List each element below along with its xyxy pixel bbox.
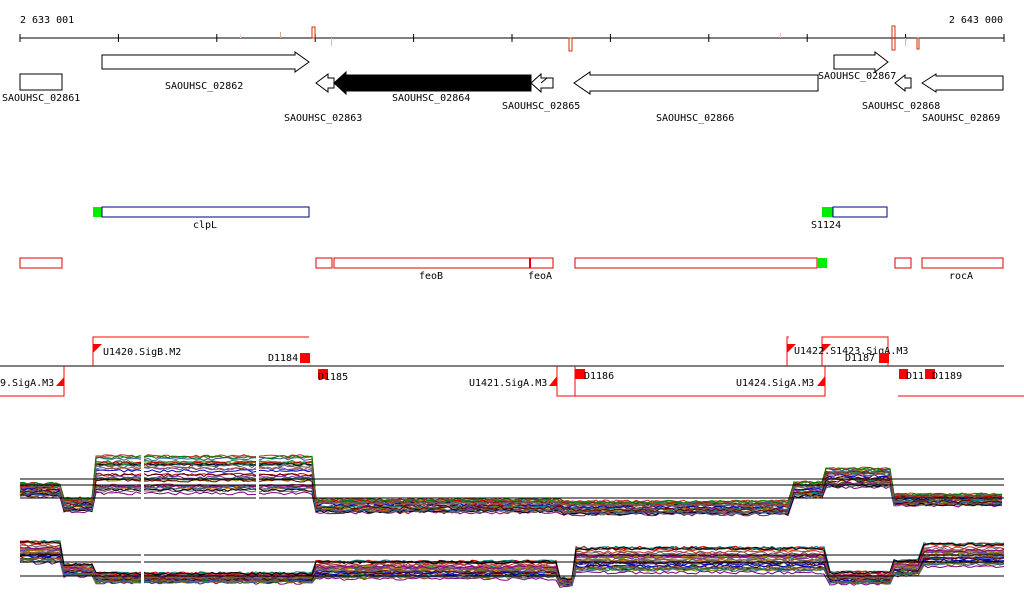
feature-D1184[interactable]: D1184: [268, 353, 310, 364]
feature-track: 9.SigA.M3 U1420.SigB.M2 D1184 D1185 U142…: [0, 336, 1024, 397]
gene-label: SAOUHSC_02866: [656, 113, 734, 124]
gene-label: SAOUHSC_02861: [2, 93, 80, 104]
operon-S1124[interactable]: S1124: [811, 206, 888, 231]
feature-U1424-SigA-M3[interactable]: U1424.SigA.M3: [736, 376, 825, 389]
gene-label: SAOUHSC_02867: [818, 71, 896, 82]
ruler-end-label: 2 643 000: [949, 15, 1003, 26]
operon-label: rocA: [949, 271, 973, 282]
expression-profile-line: [19, 461, 1003, 506]
gene-label: SAOUHSC_02865: [502, 101, 580, 112]
feature-span: [92, 336, 309, 366]
gene-SAOUHSC_02867[interactable]: SAOUHSC_02867: [818, 50, 896, 82]
feature-D1186[interactable]: D1186: [575, 369, 614, 382]
coordinate-ruler: 2 633 001 2 643 000: [19, 15, 1005, 52]
gene-label: SAOUHSC_02868: [862, 101, 940, 112]
operon-label: feoA: [528, 271, 552, 282]
gene-SAOUHSC_02869[interactable]: SAOUHSC_02869: [921, 73, 1004, 124]
expression-profile-line: [19, 554, 1005, 586]
gene-label: SAOUHSC_02862: [165, 81, 243, 92]
feature-U1420-SigB-M2[interactable]: U1420.SigB.M2: [93, 344, 181, 358]
gene-SAOUHSC_02864[interactable]: SAOUHSC_02864: [333, 70, 532, 104]
expression-profile-line: [20, 550, 1005, 585]
operon-label: S1124: [811, 220, 841, 231]
operon-feoB[interactable]: feoB: [333, 257, 531, 282]
gene-SAOUHSC_02861[interactable]: SAOUHSC_02861: [2, 73, 80, 104]
expression-gap: [256, 450, 259, 500]
gene-label: SAOUHSC_02863: [284, 113, 362, 124]
gene-SAOUHSC_02868[interactable]: SAOUHSC_02868: [862, 73, 940, 112]
expression-lines: [19, 539, 1005, 588]
operon-clpL[interactable]: clpL: [93, 206, 310, 231]
expression-profile-line: [19, 455, 1003, 504]
expression-profile-line: [19, 483, 1003, 516]
feature-9-SigA-M3[interactable]: 9.SigA.M3: [0, 366, 64, 389]
feature-U1422-S1423-SigA-M3[interactable]: U1422.S1423.SigA.M3: [787, 344, 908, 357]
expression-profile-line: [19, 473, 1003, 511]
operon-label: clpL: [193, 220, 217, 231]
operon-track-minus: feoB feoA rocA: [19, 257, 1004, 282]
expression-profile-line: [19, 482, 1003, 515]
operon-box[interactable]: [19, 257, 63, 269]
ruler-start-label: 2 633 001: [20, 15, 74, 26]
operon-feoA[interactable]: feoA: [528, 257, 554, 282]
expression-track-plus: [19, 450, 1004, 517]
expression-lines: [19, 454, 1003, 517]
feature-span: [556, 366, 576, 397]
feature-span: [786, 336, 789, 366]
operon-box[interactable]: [574, 257, 827, 269]
feature-label: D1189: [932, 371, 962, 382]
expression-profile-line: [19, 478, 1003, 512]
operon-label: feoB: [419, 271, 443, 282]
operon-track-plus: clpL S1124: [93, 206, 888, 231]
feature-label: D1187: [845, 353, 875, 364]
feature-U1421-SigA-M3[interactable]: U1421.SigA.M3: [469, 376, 557, 389]
feature-span: [0, 366, 65, 397]
gene-label: SAOUHSC_02864: [392, 93, 470, 104]
gene-SAOUHSC_02865[interactable]: SAOUHSC_02865: [502, 72, 580, 112]
expression-track-minus: [19, 539, 1005, 590]
feature-label: 9.SigA.M3: [0, 378, 54, 389]
feature-label: D1184: [268, 353, 298, 364]
feature-label: U1422.S1423.SigA.M3: [794, 346, 908, 357]
ruler-marks: [240, 25, 920, 52]
operon-rocA[interactable]: rocA: [921, 257, 1004, 282]
operon-box[interactable]: [315, 257, 333, 269]
operon-box[interactable]: [894, 257, 912, 269]
feature-D1189[interactable]: D1189: [925, 369, 962, 382]
feature-label: D11: [906, 371, 924, 382]
feature-label: D1185: [318, 372, 348, 383]
feature-D1187[interactable]: D1187: [845, 353, 889, 364]
expression-profile-line: [19, 476, 1002, 512]
feature-label: D1186: [584, 371, 614, 382]
gene-SAOUHSC_02862[interactable]: SAOUHSC_02862: [101, 51, 310, 92]
gene-track: SAOUHSC_02861 SAOUHSC_02862 SAOUHSC_0286…: [2, 50, 1004, 124]
expression-gap: [141, 450, 144, 500]
expression-gap: [141, 545, 144, 590]
expression-profile-line: [19, 466, 1003, 508]
feature-D11[interactable]: D11: [899, 369, 924, 382]
feature-D1185[interactable]: D1185: [318, 369, 348, 383]
feature-label: U1424.SigA.M3: [736, 378, 814, 389]
feature-label: U1421.SigA.M3: [469, 378, 547, 389]
feature-label: U1420.SigB.M2: [103, 347, 181, 358]
gene-label: SAOUHSC_02869: [922, 113, 1000, 124]
gene-SAOUHSC_02866[interactable]: SAOUHSC_02866: [573, 71, 819, 124]
